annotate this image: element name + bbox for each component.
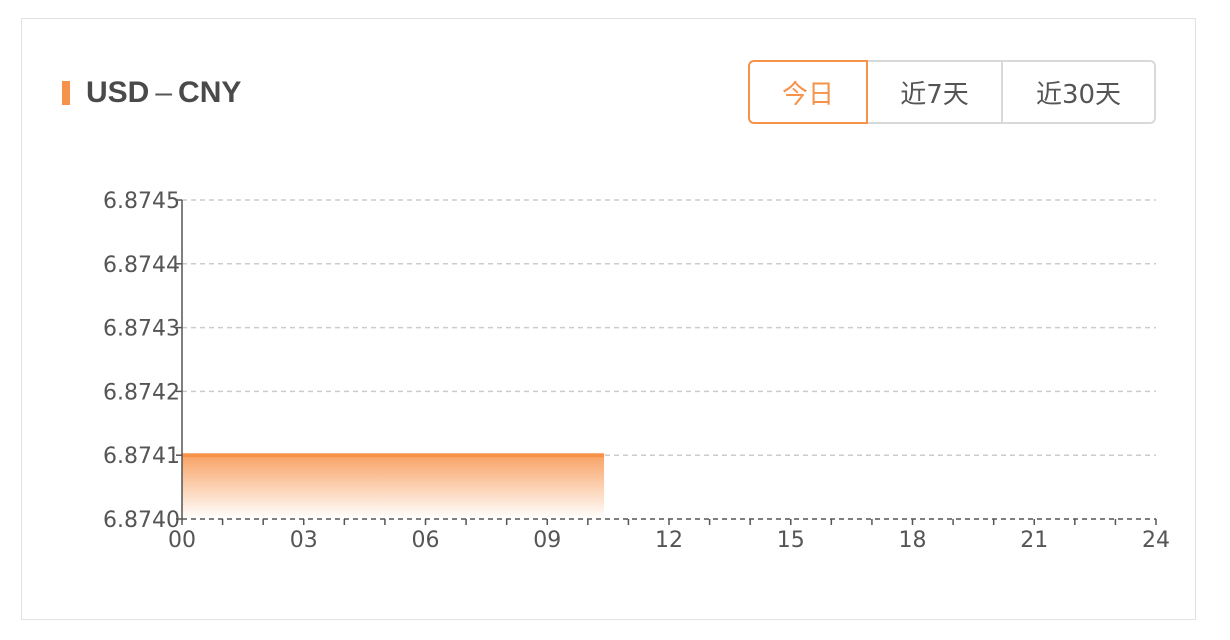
x-tick-label: 18 — [899, 528, 927, 553]
x-tick-label: 24 — [1142, 528, 1170, 553]
x-tick-label: 12 — [655, 528, 683, 553]
y-tick-label: 6.8743 — [103, 317, 180, 342]
x-tick-label: 00 — [168, 528, 196, 553]
y-tick-label: 6.8745 — [103, 189, 180, 214]
y-tick-label: 6.8742 — [103, 380, 180, 405]
x-tick-label: 09 — [533, 528, 561, 553]
y-tick-label: 6.8744 — [103, 253, 180, 278]
x-tick-label: 03 — [290, 528, 318, 553]
x-tick-label: 06 — [412, 528, 440, 553]
x-tick-label: 21 — [1020, 528, 1048, 553]
y-tick-label: 6.8741 — [103, 444, 180, 469]
tab-today[interactable]: 今日 — [748, 60, 868, 124]
x-tick-label: 15 — [777, 528, 805, 553]
rate-area — [182, 455, 604, 519]
